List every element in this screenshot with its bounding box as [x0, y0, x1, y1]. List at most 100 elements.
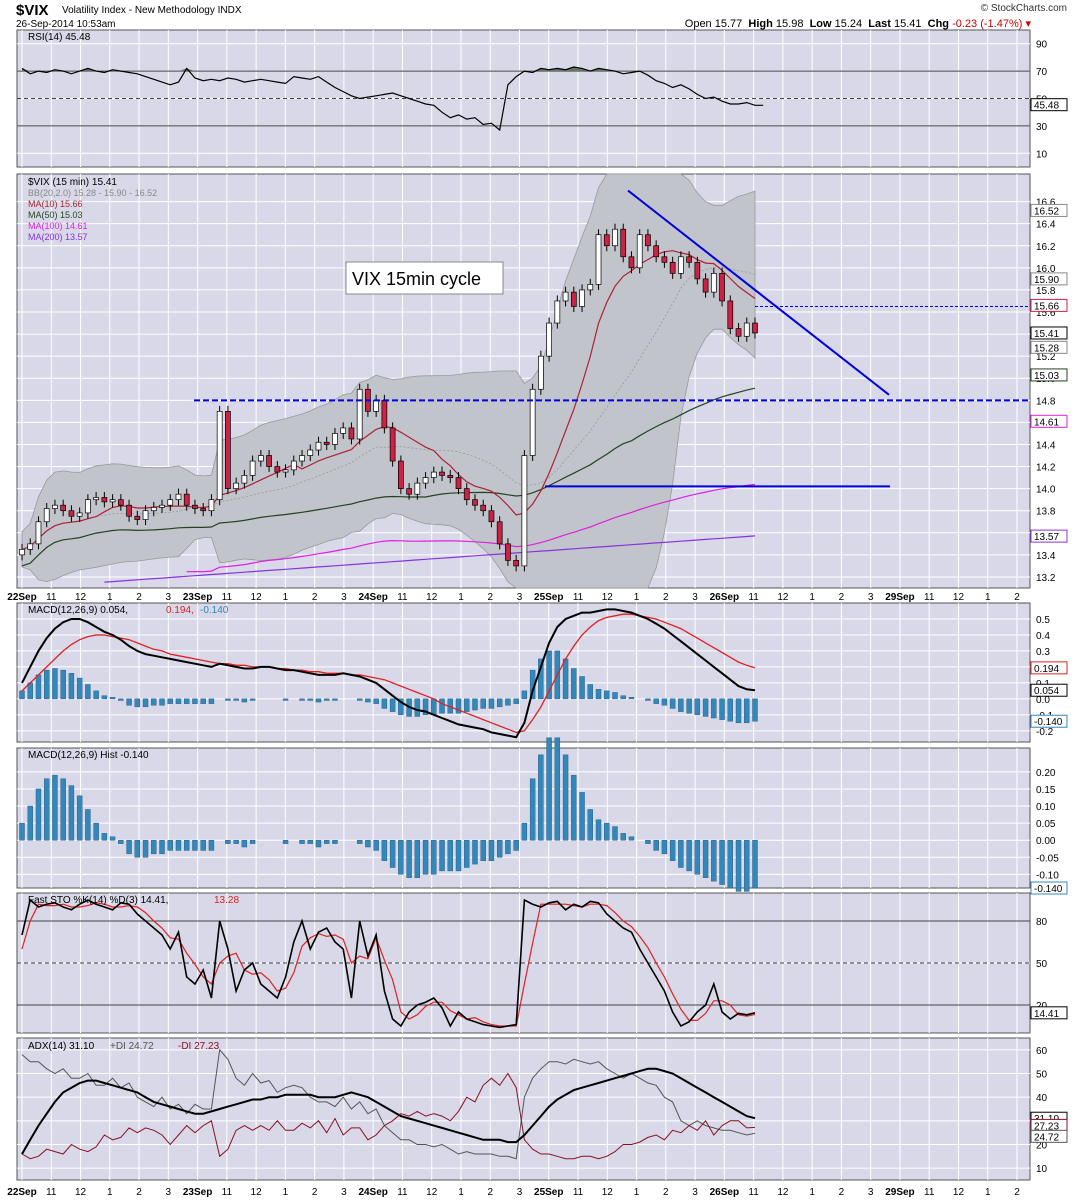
candle-body [570, 291, 577, 307]
macd-hist-bar [521, 690, 528, 700]
high-label: High [748, 18, 773, 30]
x-tick-label: 2 [487, 1187, 493, 1198]
rsi-value-tag-box [1030, 98, 1068, 112]
low-value: 15.24 [834, 18, 863, 30]
candle-body [19, 549, 25, 556]
candle-body [167, 499, 174, 506]
legend-ma50: MA(50) 15.03 [28, 210, 83, 220]
chg-value: -0.23 (-1.47%) [952, 18, 1023, 30]
candle-body [579, 289, 585, 307]
ma200-line [104, 535, 756, 583]
candle-body [274, 466, 281, 473]
macd-hist-bar [52, 668, 58, 700]
macd-hist-bar [109, 697, 116, 700]
candle-body [142, 510, 149, 520]
y-tick-label: -0.05 [1036, 853, 1059, 864]
chart-date: 26-Sep-2014 10:53am [16, 19, 116, 30]
high-value: 15.98 [775, 18, 804, 30]
candle-body [430, 471, 437, 478]
macd-hist-bar [505, 698, 511, 706]
candle-body [282, 469, 289, 473]
histogram-bar [628, 836, 635, 841]
candle-body [562, 291, 569, 302]
candle-body [356, 388, 363, 440]
x-tick-label: 12 [777, 592, 789, 603]
x-tick-label: 2 [312, 1187, 318, 1198]
price-tag-box [1030, 368, 1068, 382]
chart-header: $VIX Volatility Index - New Methodology … [0, 0, 1075, 30]
x-tick-label: 3 [517, 592, 523, 603]
macd-hist-bar [653, 698, 659, 704]
candle-body [389, 427, 396, 462]
candle-body [447, 475, 454, 478]
y-tick-label: 14.0 [1036, 485, 1056, 496]
candle-body [422, 477, 429, 484]
adx-plus-di-line [21, 1048, 756, 1160]
histogram-bar [192, 839, 198, 851]
macd-tag: 0.054 [1034, 686, 1059, 697]
macd-hist-bar [175, 698, 182, 704]
macd-legend-a: MACD(12,26,9) 0.054, [28, 605, 128, 616]
candle-body [315, 441, 322, 451]
price-tag-box [1030, 326, 1068, 340]
macd-hist-bar [307, 698, 313, 701]
macd-hist-bar [101, 695, 108, 700]
macd-hist-bar [702, 698, 709, 717]
histogram-bar [282, 839, 289, 844]
candle-body [175, 493, 182, 501]
candle-body [76, 512, 83, 517]
symbol-label: $VIX [16, 2, 49, 19]
x-tick-label: 1 [107, 1187, 113, 1198]
bollinger-band [21, 173, 756, 589]
sto-legend-b: 13.28 [214, 895, 239, 906]
x-tick-label: 12 [426, 592, 438, 603]
macd-hist-bar [620, 695, 626, 700]
x-tick-label: 1 [809, 592, 815, 603]
histogram-bar [373, 839, 379, 851]
macd-hist-bar [439, 698, 445, 714]
x-tick-label: 12 [953, 592, 965, 603]
open-label: Open [684, 18, 712, 30]
y-tick-label: 50 [1036, 959, 1048, 970]
histogram-bar [587, 809, 593, 841]
histogram-bar [307, 839, 313, 844]
candle-body [52, 504, 58, 509]
x-tick-label: 11 [46, 1187, 57, 1198]
x-tick-label: 2 [312, 592, 318, 603]
candle-body [159, 504, 165, 508]
main-legend-title: $VIX (15 min) 15.41 [28, 177, 117, 188]
histogram-bar [505, 839, 511, 855]
histogram-bar [620, 833, 626, 841]
histogram-bar [579, 792, 585, 841]
candle-body [678, 256, 684, 274]
macd-hist-bar [142, 698, 149, 708]
candle-body [455, 477, 462, 489]
macd-hist-bar [381, 698, 388, 709]
x-tick-label: 11 [222, 1187, 233, 1198]
adx-legend-b: +DI 24.72 [110, 1041, 154, 1052]
legend-ma10: MA(10) 15.66 [28, 199, 83, 209]
macd-hist-bar [472, 698, 478, 711]
histogram-bar [744, 839, 750, 892]
adx-panel [16, 1037, 1031, 1181]
x-tick-label: 1 [458, 592, 464, 603]
macd-hist-bar [562, 658, 569, 700]
x-tick-label: 11 [397, 1187, 408, 1198]
x-tick-label: 22Sep [7, 1187, 36, 1198]
x-tick-label: 11 [397, 592, 408, 603]
macd-hist-bar [669, 698, 676, 709]
macd-hist-bar [19, 690, 25, 700]
histogram-bar [653, 839, 659, 851]
candle-body [233, 482, 239, 489]
macd-hist-bar [151, 698, 157, 706]
candle-body [554, 300, 561, 324]
histogram-bar [249, 839, 256, 844]
candle-body [150, 507, 157, 512]
candle-body [134, 515, 141, 520]
macd-hist-bar [44, 669, 50, 700]
candle-body [620, 228, 627, 258]
candle-body [299, 455, 305, 462]
y-tick-label: 20 [1036, 1141, 1048, 1152]
macd-tag: -0.140 [1034, 717, 1063, 728]
y-tick-label: 40 [1036, 1093, 1048, 1104]
